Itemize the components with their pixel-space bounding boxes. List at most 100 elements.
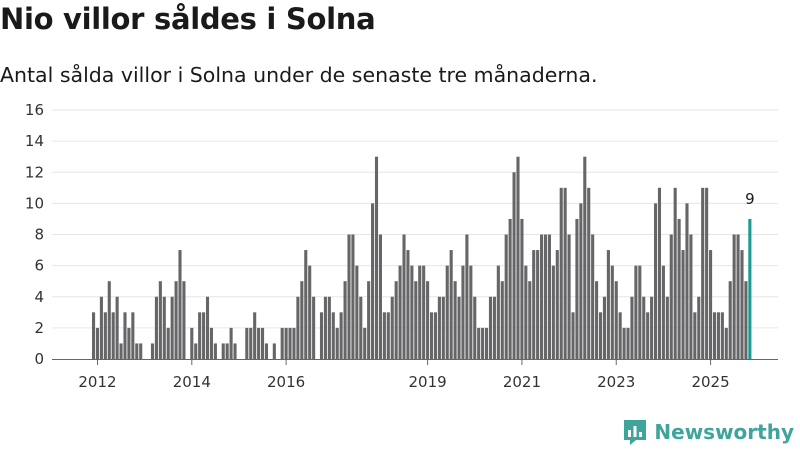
- brand-name: Newsworthy: [654, 420, 794, 444]
- bar: [135, 343, 139, 359]
- y-tick-label: 12: [25, 163, 44, 181]
- bar: [606, 250, 610, 359]
- bar-highlight: [748, 218, 752, 359]
- bar: [339, 312, 343, 359]
- bar: [705, 187, 709, 359]
- bar: [99, 296, 103, 359]
- bar: [634, 265, 638, 360]
- bar: [296, 296, 300, 359]
- y-tick-label: 10: [25, 194, 44, 212]
- bar: [410, 265, 414, 360]
- bar: [524, 265, 528, 360]
- bar: [638, 265, 642, 360]
- bar: [437, 296, 441, 359]
- bar: [669, 234, 673, 359]
- value-label: 9: [745, 190, 755, 208]
- bar: [374, 156, 379, 359]
- bar: [496, 265, 500, 360]
- bar: [150, 343, 155, 359]
- bar: [485, 327, 489, 360]
- bar: [736, 234, 740, 359]
- bar: [724, 327, 728, 360]
- bar: [473, 296, 477, 359]
- bar: [402, 234, 406, 359]
- bar: [308, 265, 312, 360]
- bar: [661, 265, 665, 360]
- bar: [351, 234, 355, 359]
- bar: [131, 312, 135, 359]
- bar: [720, 312, 724, 359]
- bar: [382, 312, 386, 359]
- bar: [233, 343, 237, 359]
- bar: [107, 281, 111, 359]
- bar: [343, 281, 347, 359]
- bar: [288, 327, 292, 360]
- bar: [563, 187, 567, 359]
- bar: [583, 156, 587, 359]
- bar: [477, 327, 481, 360]
- bar: [453, 281, 457, 359]
- bar: [701, 187, 705, 359]
- bar: [394, 281, 398, 359]
- bar: [571, 312, 575, 359]
- bar: [728, 281, 732, 359]
- bar: [579, 203, 583, 360]
- bar: [693, 312, 697, 359]
- bar: [209, 327, 213, 360]
- x-tick-label: 2016: [267, 373, 305, 391]
- bar: [441, 296, 445, 359]
- bar: [292, 327, 296, 360]
- bar: [418, 265, 422, 360]
- bar: [536, 250, 540, 359]
- bar: [740, 250, 744, 359]
- bar: [154, 296, 158, 359]
- bar: [445, 265, 449, 360]
- bar: [626, 327, 630, 360]
- bar: [390, 296, 394, 359]
- bar: [528, 281, 532, 359]
- bar: [139, 343, 143, 359]
- bar: [284, 327, 288, 360]
- bar: [630, 296, 634, 359]
- bar: [547, 234, 551, 359]
- bar: [213, 343, 217, 359]
- bar: [488, 296, 493, 359]
- bar: [182, 281, 186, 359]
- bar: [469, 265, 473, 360]
- bar: [433, 312, 438, 359]
- bar: [406, 250, 410, 359]
- bar: [500, 281, 504, 359]
- bar: [158, 281, 162, 359]
- bar: [253, 312, 257, 359]
- bar: [245, 327, 249, 360]
- bar: [264, 343, 269, 359]
- bar: [414, 281, 418, 359]
- bar: [650, 296, 654, 359]
- bar: [461, 265, 465, 360]
- bar: [115, 296, 119, 359]
- bar: [92, 312, 96, 359]
- y-axis-ticks: 0 2 4 6 8 10 12 14 16: [25, 101, 44, 368]
- bar: [123, 312, 127, 359]
- bar: [249, 327, 253, 360]
- bar: [426, 281, 430, 359]
- y-tick-label: 0: [34, 350, 44, 368]
- bar: [257, 327, 261, 360]
- brand-logo: Newsworthy: [622, 418, 794, 446]
- y-tick-label: 8: [34, 226, 44, 244]
- bar: [229, 327, 233, 360]
- bar: [543, 234, 548, 359]
- bar: [716, 312, 720, 359]
- x-tick-label: 2012: [78, 373, 116, 391]
- bar: [744, 281, 748, 359]
- bar: [127, 327, 131, 360]
- bar: [602, 296, 606, 359]
- bar: [575, 218, 579, 359]
- x-tick-label: 2019: [409, 373, 447, 391]
- bar: [422, 265, 426, 360]
- bar: [398, 265, 402, 360]
- bar: [202, 312, 206, 359]
- bar: [327, 296, 331, 359]
- bar: [429, 312, 434, 359]
- bar: [457, 296, 461, 359]
